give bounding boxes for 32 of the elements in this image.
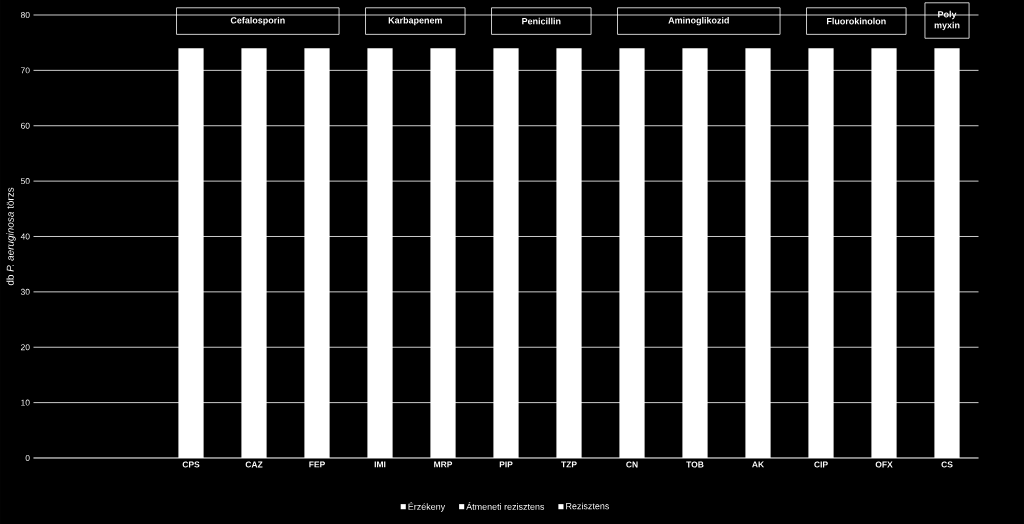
y-tick-label: 60 (21, 122, 30, 129)
x-tick-label: CPS (182, 461, 200, 468)
annotation: Cefalosporin (230, 16, 285, 26)
y-tick-label: 50 (20, 178, 30, 185)
x-tick-label: IMI (374, 461, 386, 468)
y-tick-label: 40 (20, 233, 30, 240)
x-tick-label: FEP (309, 461, 325, 468)
y-tick-label: 30 (20, 288, 30, 295)
x-tick-label: TZP (561, 461, 577, 468)
legend-label: Rezisztens (566, 502, 609, 510)
y-tick-label: 80 (20, 12, 30, 18)
x-tick-label: TOB (686, 461, 704, 468)
x-tick-label: AK (752, 461, 765, 468)
y-tick-label: 10 (21, 399, 30, 406)
annotation: Aminoglikozid (668, 16, 729, 26)
y-tick-label: 20 (20, 344, 30, 351)
annotation: Karbapenem (388, 16, 442, 26)
x-tick-label: PIP (499, 461, 513, 468)
legend-label: Átmeneti rezisztens (466, 502, 545, 510)
x-tick-label: CIP (814, 461, 828, 468)
annotation: Fluorokinolon (827, 17, 886, 25)
x-tick-label: OFX (875, 461, 893, 468)
y-tick-label: 70 (21, 67, 30, 74)
annotation: Poly myxin (934, 10, 960, 31)
annotation: Penicillin (522, 17, 561, 25)
legend-label: Érzékeny (408, 502, 446, 512)
x-tick-label: CN (626, 461, 638, 468)
x-tick-label: CS (941, 461, 953, 468)
x-tick-label: CAZ (245, 461, 263, 468)
y-tick-label: 0 (25, 454, 30, 461)
x-tick-label: MRP (434, 461, 453, 468)
y-axis-title: db P. aeruginosa törzs (6, 187, 16, 286)
